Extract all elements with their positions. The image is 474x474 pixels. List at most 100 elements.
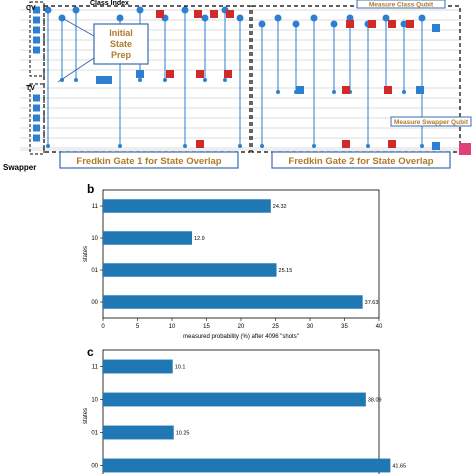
control-dot [183, 144, 187, 148]
h-gate [33, 36, 40, 44]
t-gate [224, 70, 232, 78]
cv-label: CV [26, 5, 36, 12]
y-axis-label: states [83, 408, 89, 424]
control-dot [312, 144, 316, 148]
control-dot [292, 20, 300, 28]
y-tick-label-01: 01 [91, 431, 98, 437]
x-tick-label: 5 [136, 324, 140, 330]
control-dot [332, 90, 336, 94]
t-gate [384, 86, 392, 94]
control-dot [138, 78, 142, 82]
t-gate [368, 20, 376, 28]
bar-value-label-10: 38.09 [368, 398, 382, 404]
x-tick-label: 40 [376, 324, 383, 330]
circuit-gates [33, 6, 440, 150]
t-gate [346, 20, 354, 28]
tv-label: TV [26, 85, 35, 92]
x-tick-label: 20 [238, 324, 245, 330]
cv-register-bracket [29, 1, 45, 77]
bar-00 [103, 458, 391, 473]
control-dot [44, 6, 52, 14]
measure-swapper-gate [459, 143, 471, 155]
control-dot [238, 144, 242, 148]
initial-state-prep-line1: Initial [109, 28, 133, 38]
y-tick-label-11: 11 [92, 204, 99, 210]
t-gate [166, 70, 174, 78]
control-dot [260, 144, 264, 148]
t-gate [406, 20, 414, 28]
bar-01 [103, 425, 174, 440]
bar-value-label-00: 41.65 [392, 464, 406, 470]
h-gate [33, 124, 40, 132]
initial-state-prep-box [93, 23, 149, 65]
h-gate [296, 86, 304, 94]
control-dot [418, 14, 426, 22]
circuit-wires [20, 9, 462, 151]
bar-value-label-01: 25.15 [279, 268, 293, 274]
fredkin-gate-1-label-box [59, 151, 239, 169]
control-dot [72, 6, 80, 14]
x-tick-label: 25 [272, 324, 279, 330]
measure-swapper-label: Measure Swapper Qubit [394, 119, 469, 126]
plot-frame [102, 349, 380, 474]
t-gate [196, 70, 204, 78]
fredkin-gate-1-label: Fredkin Gate 1 for State Overlap [76, 156, 221, 167]
bar-value-label-00: 37.63 [365, 300, 379, 306]
h-gate [33, 134, 40, 142]
x-tick-label: 0 [101, 324, 105, 330]
control-dot [74, 78, 78, 82]
bar-11 [103, 359, 173, 374]
h-gate [33, 6, 40, 14]
control-dot [346, 14, 354, 22]
panel-letter-b: b [87, 182, 95, 196]
control-dot [203, 78, 207, 82]
control-dot [236, 14, 244, 22]
initial-state-prep-line3: Prep [111, 50, 132, 60]
y-axis-label: states [83, 246, 89, 262]
t-gate [226, 10, 234, 18]
t-gate [342, 86, 350, 94]
control-dot [46, 144, 50, 148]
control-dot [136, 6, 144, 14]
control-dot [118, 144, 122, 148]
bar-10 [103, 392, 366, 407]
measure-class-box [356, 0, 446, 9]
bar-value-label-11: 10.1 [175, 365, 186, 371]
control-dot [420, 144, 424, 148]
control-dot [382, 14, 390, 22]
h-gate [432, 24, 440, 32]
t-gate [210, 10, 218, 18]
t-gate [342, 140, 350, 148]
h-gate [33, 104, 40, 112]
y-tick-label-00: 00 [91, 300, 98, 306]
bar-01 [103, 263, 277, 277]
bar-00 [103, 295, 363, 309]
y-tick-label-11: 11 [92, 365, 99, 371]
control-dot [201, 14, 209, 22]
h-gate [104, 76, 112, 84]
x-tick-label: 35 [341, 324, 348, 330]
tv-register-bracket [29, 83, 45, 155]
h-gate [33, 94, 40, 102]
control-dot [163, 78, 167, 82]
t-gate [156, 10, 164, 18]
h-gate [416, 86, 424, 94]
y-tick-label-10: 10 [91, 236, 98, 242]
bar-value-label-11: 24.32 [273, 204, 287, 210]
h-gate [96, 76, 104, 84]
quantum-circuit: CV TV Swapper Class Index Initial State … [3, 0, 472, 172]
h-gate [33, 114, 40, 122]
bar-10 [103, 231, 193, 245]
h-gate [136, 70, 144, 78]
control-dot [310, 14, 318, 22]
fredkin-gate-2-label: Fredkin Gate 2 for State Overlap [288, 156, 433, 167]
control-dot [223, 78, 227, 82]
x-tick-label: 30 [307, 324, 314, 330]
control-dot [258, 20, 266, 28]
bar-value-label-01: 10.25 [176, 431, 190, 437]
h-gate [33, 46, 40, 54]
y-tick-label-01: 01 [91, 268, 98, 274]
state-prep-arrow-1 [61, 17, 95, 37]
control-dot [402, 90, 406, 94]
